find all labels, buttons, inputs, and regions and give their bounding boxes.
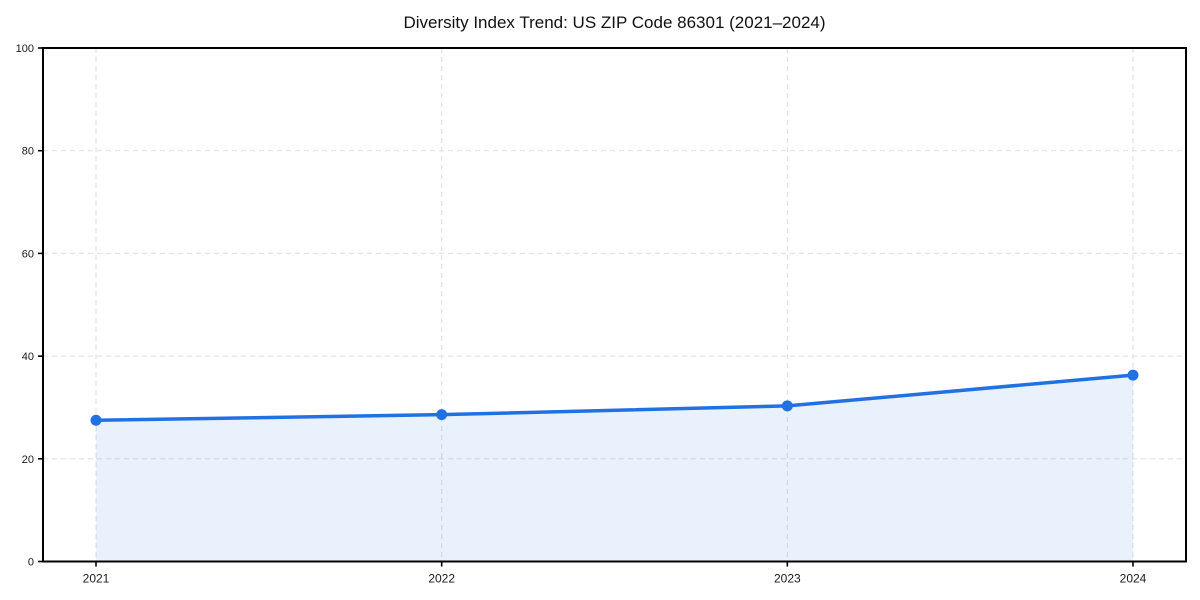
chart-title: Diversity Index Trend: US ZIP Code 86301…	[403, 13, 826, 32]
y-tick-label: 20	[22, 454, 34, 466]
x-tick-label: 2023	[774, 572, 801, 586]
y-tick-label: 100	[16, 43, 34, 55]
y-tick-label: 80	[22, 146, 34, 158]
plot-frame	[42, 47, 1187, 563]
x-tick-label: 2022	[428, 572, 455, 586]
data-point-2022	[436, 409, 448, 421]
y-tick-label: 40	[22, 351, 34, 363]
series-area	[96, 375, 1133, 562]
x-tick-label: 2021	[83, 572, 110, 586]
y-tick-label: 60	[22, 248, 34, 260]
data-point-2024	[1127, 369, 1139, 381]
data-point-2023	[781, 400, 793, 412]
data-point-2021	[90, 414, 102, 426]
series-line	[94, 373, 1135, 423]
y-tick-label: 0	[28, 557, 34, 569]
x-tick-label: 2024	[1120, 572, 1147, 586]
